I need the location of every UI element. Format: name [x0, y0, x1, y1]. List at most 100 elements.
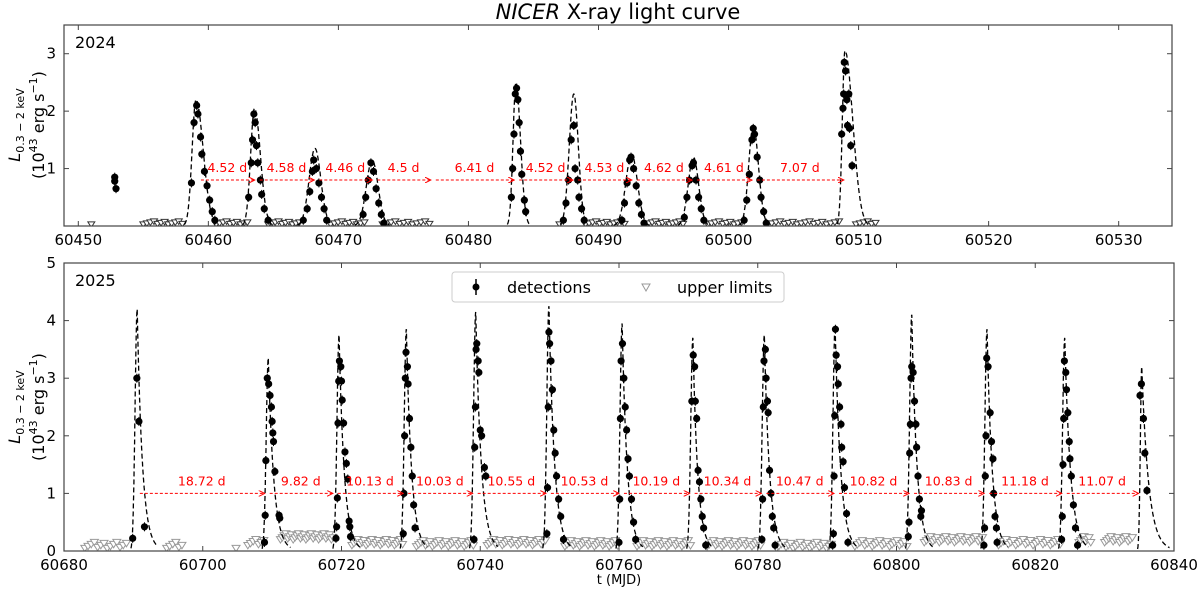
detection-point — [757, 193, 765, 201]
detection-point — [548, 386, 557, 394]
detection-point — [616, 414, 624, 423]
y-tick-label: 3 — [46, 45, 56, 63]
detection-point — [831, 325, 840, 333]
detection-point — [320, 205, 328, 213]
detection-point — [522, 208, 530, 216]
detection-point — [693, 414, 701, 423]
detection-point — [841, 67, 850, 75]
detection-point — [845, 90, 853, 98]
legend-box — [451, 271, 785, 303]
detection-point — [344, 475, 352, 483]
detection-point — [516, 147, 525, 155]
ylabel-sup: 43 — [27, 420, 40, 434]
detection-point — [1139, 414, 1148, 423]
detection-point — [700, 216, 708, 224]
detection-point — [692, 176, 700, 184]
detection-point — [1060, 414, 1068, 423]
ylabel-line2: (1043 erg s−1) — [27, 353, 48, 461]
plot-area — [79, 306, 1170, 551]
x-tick-label: 60480 — [445, 231, 493, 249]
detection-point — [697, 205, 705, 213]
detection-point — [187, 179, 196, 187]
detection-point — [630, 164, 638, 173]
detection-point — [408, 472, 416, 480]
detection-point — [470, 535, 478, 544]
detection-point — [262, 456, 270, 465]
detection-point — [980, 541, 988, 549]
detection-point — [913, 443, 921, 451]
upper-limit-marker — [177, 541, 187, 550]
upper-limit-marker — [685, 542, 696, 550]
detection-point — [1071, 524, 1080, 532]
x-tick-label: 60460 — [184, 231, 232, 249]
detection-point — [475, 368, 483, 377]
legend: detections upper limits — [451, 271, 785, 303]
detection-point — [984, 363, 992, 371]
recurrence-label: 4.53 d — [585, 160, 625, 175]
detection-point — [689, 159, 698, 167]
y-axis-label-bottom: L0.3 − 2 keV (1043 erg s−1) — [5, 353, 48, 461]
year-label: 2025 — [75, 271, 116, 290]
detection-point — [252, 142, 261, 150]
detection-point — [546, 340, 554, 348]
x-tick-label: 60510 — [835, 231, 883, 249]
recurrence-label: 4.46 d — [325, 160, 365, 175]
upper-limit-marker — [902, 543, 912, 551]
detection-point — [632, 535, 640, 544]
detection-point — [543, 484, 552, 492]
detection-point — [829, 530, 837, 538]
detection-point — [917, 512, 925, 521]
upper-limit-marker — [1127, 534, 1138, 542]
detection-point — [695, 193, 703, 201]
upper-limit-marker — [1084, 534, 1094, 542]
ylabel-sup2: −1 — [27, 359, 40, 375]
detection-point — [369, 167, 378, 176]
detection-point — [474, 357, 482, 365]
detection-point — [914, 472, 922, 480]
detection-point — [362, 193, 370, 201]
upper-limit-marker — [397, 540, 408, 549]
ylabel-line1: L0.3 − 2 keV — [5, 88, 27, 162]
detection-point — [404, 380, 412, 388]
detection-point — [265, 380, 273, 388]
detection-point — [346, 533, 355, 541]
detection-point — [140, 523, 149, 531]
x-tick-label: 60470 — [315, 231, 363, 249]
detection-point — [346, 523, 354, 531]
detection-point — [637, 210, 646, 219]
detection-point — [1062, 386, 1071, 394]
upper-limit-marker — [360, 219, 369, 226]
detection-point — [1137, 380, 1145, 388]
upper-limit-marker — [242, 219, 252, 226]
detection-point — [992, 524, 1001, 532]
x-tick-label: 60500 — [705, 231, 753, 249]
detection-point — [982, 432, 990, 440]
model-curve — [559, 93, 588, 226]
detection-point — [399, 530, 407, 538]
recurrence-label: 10.55 d — [487, 473, 535, 488]
detection-point — [848, 162, 856, 170]
model-curve — [468, 311, 499, 549]
detection-point — [771, 541, 779, 549]
detection-point — [745, 170, 753, 178]
detection-point — [312, 164, 320, 173]
detection-point — [332, 534, 340, 542]
detection-point — [250, 110, 258, 118]
detection-point — [840, 58, 848, 66]
detection-point — [845, 124, 854, 132]
detection-point — [759, 403, 767, 411]
detection-point — [407, 443, 415, 451]
x-tick-label: 60450 — [54, 231, 102, 249]
detection-point — [617, 357, 625, 365]
detection-point — [689, 351, 697, 359]
detection-point — [208, 208, 216, 216]
axes-frame — [63, 24, 1173, 227]
detection-point — [904, 533, 912, 541]
detection-point — [317, 193, 326, 201]
detection-point — [211, 216, 219, 224]
detection-point — [544, 403, 552, 411]
recurrence-label: 10.13 d — [346, 473, 394, 488]
detection-point — [1067, 472, 1075, 480]
legend-detections-label: detections — [507, 278, 591, 297]
detection-point — [577, 205, 586, 213]
